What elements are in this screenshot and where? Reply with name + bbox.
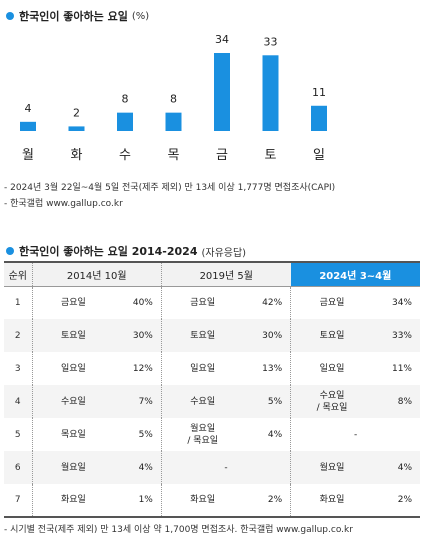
empty-cell-2024: - xyxy=(290,418,420,451)
day-cell-2024: 수요일 / 목요일 xyxy=(290,385,365,418)
table-body: 1 금요일 40% 금요일 42% 금요일 34% 2 토요일 30% 토요일 30% 토요일 33% 3 일… xyxy=(4,286,420,518)
pct-cell-2019: 30% xyxy=(235,319,291,352)
pct-cell-2024: 2% xyxy=(364,484,420,518)
bar-2 xyxy=(117,112,133,131)
value-label-2: 8 xyxy=(122,93,129,106)
header-2024: 2024년 3~4월 xyxy=(290,261,420,287)
day-cell-2014: 목요일 xyxy=(31,418,107,451)
pct-cell-2014: 40% xyxy=(132,297,153,308)
table-footnote: - 시기별 전국(제주 제외) 만 13세 이상 약 1,700명 면접조사. … xyxy=(4,525,353,535)
day-cell-2024: 금요일 xyxy=(290,286,365,319)
category-label-0: 월 xyxy=(22,148,34,163)
value-label-0: 4 xyxy=(25,102,32,115)
day-cell-2019: 금요일 xyxy=(160,286,236,319)
bullet-dot-icon xyxy=(6,247,14,255)
day-cell-2014: 수요일 xyxy=(31,385,107,418)
header-2019: 2019년 5월 xyxy=(160,261,291,287)
table-row: 4 수요일 7% 수요일 5% 수요일 / 목요일 8% xyxy=(4,385,420,418)
pct-cell-2024: 11% xyxy=(391,363,412,374)
day-cell-2014: 월요일 xyxy=(31,451,107,484)
pct-cell-2019: 2% xyxy=(235,484,291,518)
rank-cell: 5 xyxy=(14,429,21,440)
empty-cell-2019: - xyxy=(160,451,291,484)
value-label-3: 8 xyxy=(170,93,177,106)
value-label-5: 33 xyxy=(264,35,278,48)
table-header-row: 순위 2014년 10월 2019년 5월 2024년 3~4월 xyxy=(4,261,420,287)
bar-5 xyxy=(262,55,279,132)
day-cell-2019: 토요일 xyxy=(160,319,236,352)
day-cell-2014: 금요일 xyxy=(31,286,107,319)
table-row: 2 토요일 30% 토요일 30% 토요일 33% xyxy=(4,319,420,352)
day-cell-2024: 화요일 xyxy=(290,484,365,518)
bar-chart: 4 월 2 화 8 수 8 목 34 금 33 토 11 일 xyxy=(20,33,327,163)
pct-cell-2024: 33% xyxy=(364,319,420,352)
header-2014: 2014년 10월 xyxy=(31,261,162,287)
bar-0 xyxy=(20,121,36,131)
header-rank: 순위 xyxy=(4,261,33,287)
bar-1 xyxy=(68,126,85,131)
table-row: 1 금요일 40% 금요일 42% 금요일 34% xyxy=(4,286,420,319)
rank-cell: 4 xyxy=(4,385,33,418)
rank-cell: 6 xyxy=(4,451,33,484)
rank-cell: 2 xyxy=(4,319,33,352)
day-cell-2024: 일요일 xyxy=(290,352,365,385)
bar-3 xyxy=(165,112,182,131)
value-label-1: 2 xyxy=(73,106,80,119)
table-row: 6 월요일 4% - 월요일 4% xyxy=(4,451,420,484)
table-row: 7 화요일 1% 화요일 2% 화요일 2% xyxy=(4,484,420,518)
pct-cell-2014: 1% xyxy=(106,484,162,518)
day-cell-2014: 일요일 xyxy=(31,352,107,385)
day-cell-2024: 월요일 xyxy=(290,451,365,484)
value-label-4: 34 xyxy=(215,33,229,46)
chart-title: 한국인이 좋아하는 요일 (%) xyxy=(6,8,149,24)
table-title: 한국인이 좋아하는 요일 2014-2024 (자유응답) xyxy=(6,243,246,259)
ranking-table: 순위 2014년 10월 2019년 5월 2024년 3~4월 1 금요일 40%… xyxy=(4,261,420,518)
rank-cell: 3 xyxy=(14,363,21,374)
table-row: 5 목요일 5% 월요일 / 목요일 4% - xyxy=(4,418,420,451)
pct-cell-2019: 5% xyxy=(235,385,291,418)
day-cell-2014: 화요일 xyxy=(31,484,107,518)
pct-cell-2024: 4% xyxy=(364,451,420,484)
pct-cell-2019: 4% xyxy=(267,429,283,440)
bar-4 xyxy=(214,53,230,131)
table-row: 3 일요일 12% 일요일 13% 일요일 11% xyxy=(4,352,420,385)
pct-cell-2014: 30% xyxy=(106,319,162,352)
category-label-3: 목 xyxy=(168,148,180,163)
table-title-unit: (자유응답) xyxy=(201,247,247,259)
category-label-6: 일 xyxy=(313,148,325,163)
day-cell-2019: 월요일 / 목요일 xyxy=(160,418,236,451)
survey-note: - 2024년 3월 22일~4월 5일 전국(제주 제외) 만 13세 이상 … xyxy=(4,183,336,193)
bullet-dot-icon xyxy=(6,12,14,20)
chart-title-unit: (%) xyxy=(131,10,150,22)
bar-6 xyxy=(311,105,327,131)
table-title-text: 한국인이 좋아하는 요일 2014-2024 xyxy=(19,245,198,258)
pct-cell-2019: 13% xyxy=(262,363,283,374)
rank-cell: 7 xyxy=(4,484,33,518)
day-cell-2019: 화요일 xyxy=(160,484,236,518)
category-label-4: 금 xyxy=(216,148,228,163)
pct-cell-2014: 12% xyxy=(132,363,153,374)
category-label-1: 화 xyxy=(71,148,83,163)
pct-cell-2014: 5% xyxy=(138,429,153,440)
category-label-2: 수 xyxy=(119,148,131,163)
pct-cell-2014: 7% xyxy=(106,385,162,418)
source-note: - 한국갤럽 www.gallup.co.kr xyxy=(4,199,123,209)
pct-cell-2014: 4% xyxy=(106,451,162,484)
day-cell-2014: 토요일 xyxy=(31,319,107,352)
day-cell-2019: 수요일 xyxy=(160,385,236,418)
pct-cell-2024: 8% xyxy=(364,385,420,418)
day-cell-2024: 토요일 xyxy=(290,319,365,352)
pct-cell-2019: 42% xyxy=(262,297,283,308)
chart-title-text: 한국인이 좋아하는 요일 xyxy=(19,10,128,23)
category-label-5: 토 xyxy=(265,148,277,163)
value-label-6: 11 xyxy=(312,86,326,99)
day-cell-2019: 일요일 xyxy=(160,352,236,385)
pct-cell-2024: 34% xyxy=(391,297,412,308)
rank-cell: 1 xyxy=(14,297,21,308)
